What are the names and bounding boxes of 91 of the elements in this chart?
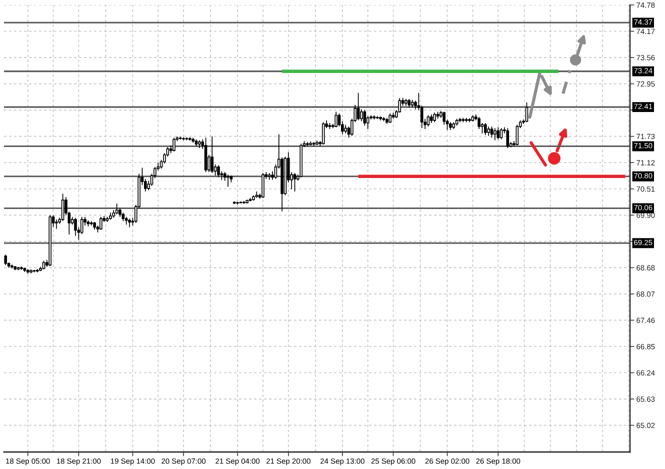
candlestick: [217, 164, 220, 178]
candlestick: [4, 254, 7, 266]
candlestick: [468, 118, 471, 123]
candlestick: [458, 117, 462, 123]
candlestick: [430, 114, 433, 124]
candlestick: [309, 141, 312, 146]
candlestick: [334, 111, 338, 128]
candlestick: [36, 268, 39, 273]
candlestick: [452, 122, 456, 130]
candlestick: [74, 217, 77, 236]
candlestick: [210, 136, 214, 174]
candlestick: [372, 114, 376, 120]
candlestick: [525, 102, 528, 123]
candlestick: [178, 136, 182, 140]
candlestick: [268, 172, 271, 180]
candlestick: [322, 122, 325, 145]
candlestick: [23, 267, 26, 272]
candlestick: [496, 126, 500, 140]
candlestick: [194, 138, 198, 147]
candlestick: [226, 174, 230, 188]
candlestick: [255, 191, 258, 198]
candlestick: [230, 175, 233, 183]
candlestick: [392, 112, 395, 120]
candlestick: [490, 126, 494, 138]
candlestick: [426, 114, 430, 127]
candlestick: [42, 260, 46, 270]
candlestick: [185, 136, 188, 141]
candlestick: [86, 220, 90, 227]
candlestick: [500, 128, 503, 140]
candlestick: [198, 140, 201, 148]
candlestick: [48, 214, 52, 266]
candlestick: [316, 140, 318, 146]
candlestick: [464, 117, 468, 123]
candlestick: [10, 264, 14, 269]
candlestick: [312, 142, 316, 147]
candlestick: [306, 142, 309, 147]
candlestick: [408, 98, 411, 108]
candlestick: [293, 172, 296, 192]
candlestick: [484, 122, 487, 136]
candlestick: [248, 198, 252, 202]
candlestick: [487, 126, 490, 136]
candlestick: [26, 268, 30, 274]
candlestick: [410, 99, 414, 108]
candlestick: [478, 116, 480, 130]
candlestick: [344, 124, 348, 134]
candlestick: [404, 98, 408, 106]
candlestick: [100, 216, 102, 230]
candlestick: [246, 199, 248, 204]
candlestick: [61, 193, 64, 222]
candlestick: [14, 266, 17, 271]
candlestick: [115, 203, 118, 215]
candlestick: [471, 114, 474, 122]
candlestick: [494, 128, 496, 141]
candlestick: [376, 116, 379, 120]
candlestick: [379, 116, 382, 121]
candlestick: [16, 266, 20, 271]
candlestick: [90, 220, 93, 226]
candlestick: [252, 194, 255, 201]
candlestick: [386, 117, 388, 124]
candlestick: [436, 111, 440, 120]
candlestick: [109, 212, 112, 220]
candlestick: [124, 216, 128, 226]
candlestick: [30, 268, 32, 274]
candlestick: [128, 218, 131, 228]
candlestick: [204, 137, 208, 173]
candlestick: [455, 118, 458, 126]
candlestick: [122, 212, 125, 222]
candlestick: [232, 200, 236, 204]
candlestick: [356, 92, 360, 121]
candlestick: [363, 110, 366, 126]
candlestick: [188, 136, 192, 142]
candlestick: [172, 137, 176, 152]
candlestick: [106, 216, 109, 222]
candlestick: [182, 136, 185, 141]
candlestick: [300, 143, 303, 178]
candlestick: [236, 201, 239, 205]
candlestick: [118, 208, 122, 218]
candlestick: [433, 112, 436, 123]
candlestick: [55, 219, 58, 230]
candlestick: [242, 200, 246, 204]
candlestick: [328, 122, 332, 130]
candlestick: [262, 172, 264, 198]
candlestick: [462, 117, 465, 123]
candlestick: [388, 113, 392, 124]
candlestick: [93, 222, 96, 230]
candlestick: [20, 266, 23, 270]
candlestick: [506, 128, 510, 148]
candlestick: [192, 137, 194, 144]
candlestick: [516, 124, 519, 146]
candlestick: [382, 116, 386, 122]
candlestick: [449, 122, 452, 130]
